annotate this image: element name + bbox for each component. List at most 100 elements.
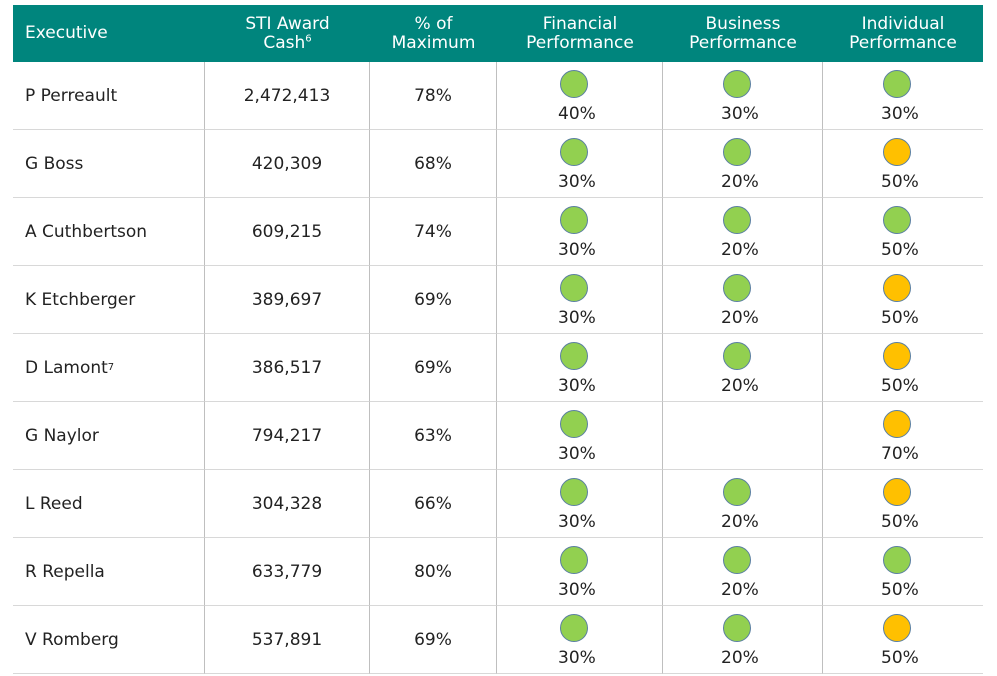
rating-dot	[723, 138, 751, 166]
header-text: Performance	[526, 32, 634, 53]
header-line: Cash6	[205, 33, 370, 53]
cell: A Cuthbertson	[13, 198, 205, 266]
cell: L Reed	[13, 470, 205, 538]
rating-dot	[560, 614, 588, 642]
rating-weight: 30%	[558, 308, 596, 328]
rating-weight: 50%	[881, 512, 919, 532]
pct-max: 63%	[414, 425, 452, 446]
header-line: STI Award	[205, 13, 370, 34]
rating-dot	[883, 274, 911, 302]
cell: 50%	[823, 606, 983, 674]
pct-max: 80%	[414, 561, 452, 582]
pct-max: 69%	[414, 629, 452, 650]
header-cell: % of Maximum	[370, 5, 497, 62]
cell	[663, 402, 823, 470]
rating-dot	[723, 206, 751, 234]
cell: 20%	[663, 334, 823, 402]
cell: 69%	[370, 606, 497, 674]
rating-weight: 30%	[558, 444, 596, 464]
award: 420,309	[251, 153, 323, 174]
cell: 20%	[663, 198, 823, 266]
executive-name: R Repella	[25, 561, 105, 582]
cell: 50%	[823, 266, 983, 334]
cell: 304,328	[205, 470, 370, 538]
header-line: Business	[663, 13, 823, 34]
pct-max: 66%	[414, 493, 452, 514]
rating-dot	[723, 274, 751, 302]
header-line: % of	[370, 14, 497, 34]
rating-dot	[560, 206, 588, 234]
cell: 30%	[497, 198, 663, 266]
rating-dot	[723, 546, 751, 574]
cell: 30%	[497, 538, 663, 606]
rating-weight: 30%	[721, 104, 759, 124]
rating-weight: 70%	[881, 444, 919, 464]
rating-weight: 20%	[721, 376, 759, 396]
cell: 20%	[663, 538, 823, 606]
header-cell: Executive	[13, 5, 205, 62]
cell: 30%	[497, 334, 663, 402]
cell: 50%	[823, 334, 983, 402]
header-text: Executive	[25, 23, 108, 43]
cell: V Romberg	[13, 606, 205, 674]
executive-name: G Boss	[25, 153, 84, 174]
header-line: Financial	[497, 13, 663, 34]
rating-weight: 30%	[881, 104, 919, 124]
cell: 30%	[823, 62, 983, 130]
cell: 386,517	[205, 334, 370, 402]
rating-dot	[723, 614, 751, 642]
rating-weight: 20%	[721, 580, 759, 600]
rating-weight: 50%	[881, 648, 919, 668]
executive-name: G Naylor	[25, 425, 99, 446]
cell: 20%	[663, 606, 823, 674]
rating-dot	[723, 342, 751, 370]
header-text: STI Award	[245, 13, 330, 34]
cell: 78%	[370, 62, 497, 130]
cell: K Etchberger	[13, 266, 205, 334]
rating-dot	[883, 546, 911, 574]
cell: 69%	[370, 334, 497, 402]
cell: P Perreault	[13, 62, 205, 130]
cell: 20%	[663, 470, 823, 538]
rating-dot	[883, 342, 911, 370]
executive-name: D Lamont	[25, 357, 108, 378]
header-cell: Business Performance	[663, 5, 823, 62]
header-text: Maximum	[391, 32, 476, 53]
executive-name: K Etchberger	[25, 289, 136, 310]
cell: 389,697	[205, 266, 370, 334]
rating-dot	[883, 478, 911, 506]
award: 386,517	[251, 357, 323, 378]
rating-dot	[560, 410, 588, 438]
executive-name: L Reed	[25, 493, 83, 514]
cell: 80%	[370, 538, 497, 606]
header-line: Maximum	[370, 32, 497, 53]
rating-weight: 20%	[721, 308, 759, 328]
rating-weight: 20%	[721, 240, 759, 260]
rating-dot	[560, 342, 588, 370]
pct-max: 74%	[414, 221, 452, 242]
cell: 420,309	[205, 130, 370, 198]
cell: 30%	[497, 266, 663, 334]
header-text: Performance	[849, 32, 957, 53]
rating-weight: 50%	[881, 172, 919, 192]
cell: 537,891	[205, 606, 370, 674]
rating-weight: 40%	[558, 104, 596, 124]
rating-weight: 30%	[558, 376, 596, 396]
award: 304,328	[251, 493, 323, 514]
rating-weight: 20%	[721, 172, 759, 192]
cell: 30%	[497, 470, 663, 538]
executive-name: V Romberg	[25, 629, 119, 650]
cell: 50%	[823, 470, 983, 538]
rating-dot	[883, 206, 911, 234]
cell: 63%	[370, 402, 497, 470]
executive-name: P Perreault	[25, 85, 118, 106]
cell: 69%	[370, 266, 497, 334]
rating-weight: 50%	[881, 240, 919, 260]
cell: G Naylor	[13, 402, 205, 470]
header-text: Financial	[542, 13, 618, 34]
rating-dot	[723, 70, 751, 98]
rating-dot	[883, 410, 911, 438]
rating-weight: 30%	[558, 240, 596, 260]
header-text: Business	[705, 13, 781, 34]
header-cell: STI Award Cash6	[205, 5, 370, 62]
